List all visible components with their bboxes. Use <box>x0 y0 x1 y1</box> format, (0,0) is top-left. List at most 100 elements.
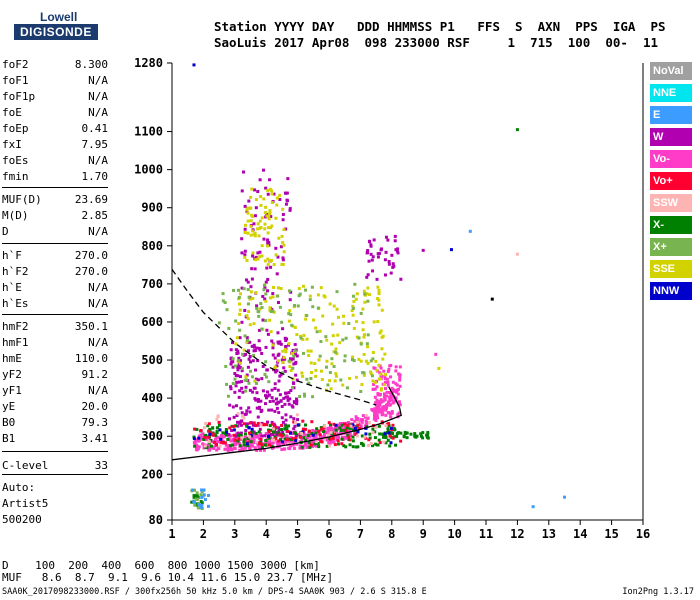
echo-point <box>256 222 260 226</box>
echo-point <box>219 437 223 441</box>
param-name: yF1 <box>2 384 22 397</box>
echo-point <box>385 390 389 394</box>
echo-point <box>313 442 317 446</box>
echo-point <box>295 442 299 446</box>
echo-point <box>399 277 403 281</box>
echo-point <box>373 436 377 440</box>
echo-point <box>307 381 311 385</box>
echo-point <box>303 433 307 437</box>
echo-point <box>255 306 259 310</box>
echo-point <box>327 429 331 433</box>
echo-point <box>199 493 203 497</box>
echo-point <box>333 379 337 383</box>
echo-point <box>275 364 279 368</box>
echo-point <box>273 386 277 390</box>
echo-point <box>205 445 209 449</box>
echo-point <box>252 438 256 442</box>
param-row: fmin 1.70 <box>2 170 108 186</box>
echo-point <box>341 383 345 387</box>
echo-point <box>288 208 292 212</box>
echo-point <box>372 414 376 418</box>
echo-point <box>280 234 284 238</box>
echo-point <box>295 397 299 401</box>
echo-point <box>323 432 327 436</box>
echo-point <box>267 443 271 447</box>
echo-point <box>247 357 251 361</box>
echo-point <box>346 421 350 425</box>
echo-point <box>240 436 244 440</box>
echo-point <box>394 369 398 373</box>
echo-point <box>304 441 308 445</box>
echo-point <box>390 398 394 402</box>
echo-point <box>264 396 268 400</box>
echo-point <box>254 431 258 435</box>
echo-point <box>270 445 274 449</box>
echo-point <box>202 426 206 430</box>
echo-point <box>246 365 250 369</box>
echo-point <box>294 420 298 424</box>
echo-point <box>250 277 254 281</box>
param-row: MUF(D) 23.69 <box>2 193 108 209</box>
param-row: fxI 7.95 <box>2 138 108 154</box>
echo-point <box>288 365 292 369</box>
echo-point <box>259 302 263 306</box>
echo-point <box>280 358 284 362</box>
echo-point <box>201 432 205 436</box>
echo-point <box>232 288 236 292</box>
echo-point <box>329 387 333 391</box>
echo-point <box>259 448 263 452</box>
param-value: N/A <box>88 297 108 310</box>
echo-point <box>264 394 268 398</box>
param-name: fmin <box>2 170 29 183</box>
echo-point <box>225 382 229 386</box>
echo-point <box>280 428 284 432</box>
echo-point <box>267 430 271 434</box>
echo-point <box>282 355 286 359</box>
y-tick-label: 300 <box>141 429 163 443</box>
echo-point <box>239 406 243 410</box>
echo-point <box>290 352 294 356</box>
echo-point <box>360 420 364 424</box>
echo-point <box>238 444 242 448</box>
echo-point <box>275 196 279 200</box>
echo-point <box>247 310 251 314</box>
echo-point <box>303 443 307 447</box>
echo-point <box>266 226 270 230</box>
echo-point <box>193 503 197 507</box>
echo-point <box>375 398 379 402</box>
x-tick-label: 11 <box>479 527 493 541</box>
echo-point <box>257 423 261 427</box>
echo-point <box>387 367 391 371</box>
echo-point <box>240 369 244 373</box>
echo-point <box>293 424 297 428</box>
echo-point <box>261 294 265 298</box>
y-tick-label: 1000 <box>134 163 163 177</box>
echo-point <box>263 434 267 438</box>
echo-point <box>256 444 260 448</box>
echo-point <box>207 429 211 433</box>
echo-point <box>238 359 242 363</box>
echo-point <box>344 445 348 449</box>
echo-point <box>389 271 393 275</box>
echo-point <box>240 386 244 390</box>
legend-item: W <box>650 128 692 146</box>
echo-point <box>350 358 354 362</box>
echo-point <box>390 411 394 415</box>
echo-point <box>292 354 296 358</box>
echo-point <box>371 379 375 383</box>
echo-point <box>326 383 330 387</box>
echo-point <box>248 435 252 439</box>
echo-point <box>231 438 235 442</box>
echo-point <box>293 325 297 329</box>
echo-point <box>310 431 314 435</box>
echo-point <box>310 441 314 445</box>
echo-point <box>309 443 313 447</box>
echo-point <box>281 256 285 260</box>
echo-point <box>274 246 278 250</box>
lowell-logo-text: Lowell <box>40 10 78 24</box>
echo-point <box>314 428 318 432</box>
param-separator <box>2 187 108 188</box>
isolated-echo-point <box>515 252 519 256</box>
echo-point <box>381 334 385 338</box>
